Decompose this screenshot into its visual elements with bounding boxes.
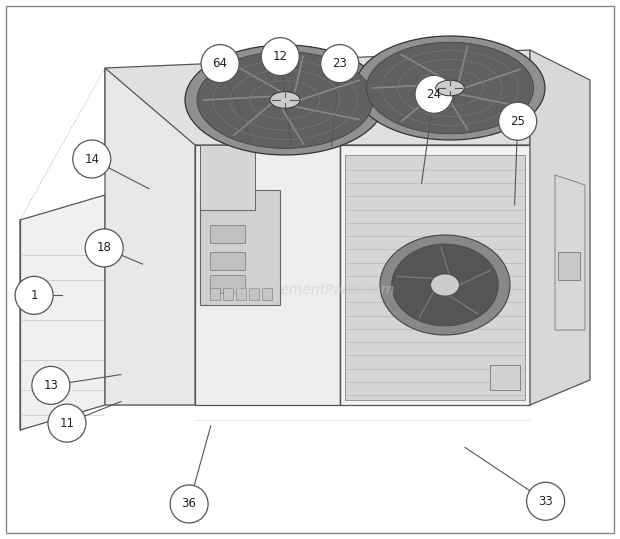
Polygon shape <box>345 155 525 400</box>
Text: 14: 14 <box>84 153 99 165</box>
Polygon shape <box>555 175 585 330</box>
Ellipse shape <box>355 36 545 140</box>
Text: 24: 24 <box>427 88 441 101</box>
Polygon shape <box>530 50 590 405</box>
Bar <box>249 288 259 300</box>
Circle shape <box>48 404 86 442</box>
Circle shape <box>15 277 53 314</box>
Bar <box>200 145 255 210</box>
Polygon shape <box>105 68 195 405</box>
Ellipse shape <box>392 244 498 326</box>
Text: 12: 12 <box>273 50 288 63</box>
Circle shape <box>73 140 111 178</box>
Bar <box>490 365 520 390</box>
Bar <box>236 288 246 300</box>
Circle shape <box>170 485 208 523</box>
Bar <box>210 225 245 243</box>
Text: 11: 11 <box>60 417 74 430</box>
Polygon shape <box>195 145 340 405</box>
Polygon shape <box>105 50 530 145</box>
Bar <box>262 288 272 300</box>
Bar <box>210 288 220 300</box>
Bar <box>558 252 580 280</box>
Text: eReplacementParts.com: eReplacementParts.com <box>225 283 395 297</box>
Circle shape <box>321 45 359 82</box>
Ellipse shape <box>380 235 510 335</box>
Text: 13: 13 <box>43 379 58 392</box>
Text: 18: 18 <box>97 241 112 254</box>
Text: 36: 36 <box>182 497 197 510</box>
Polygon shape <box>340 145 530 405</box>
Circle shape <box>498 102 537 140</box>
Ellipse shape <box>366 42 534 134</box>
Text: 23: 23 <box>332 57 347 70</box>
Bar <box>200 190 280 305</box>
Ellipse shape <box>185 45 385 155</box>
Ellipse shape <box>270 92 300 108</box>
Ellipse shape <box>436 80 464 96</box>
Bar <box>210 275 245 293</box>
Text: 64: 64 <box>213 57 228 70</box>
Circle shape <box>85 229 123 267</box>
Circle shape <box>32 367 70 404</box>
Polygon shape <box>105 195 195 405</box>
Circle shape <box>261 38 299 75</box>
Circle shape <box>415 75 453 113</box>
Polygon shape <box>20 195 105 430</box>
Text: 33: 33 <box>538 495 553 508</box>
Circle shape <box>201 45 239 82</box>
Text: 25: 25 <box>510 115 525 128</box>
Text: 1: 1 <box>30 289 38 302</box>
Bar <box>223 288 233 300</box>
Circle shape <box>526 482 565 520</box>
Bar <box>210 252 245 270</box>
Ellipse shape <box>431 274 459 296</box>
Ellipse shape <box>197 52 373 148</box>
